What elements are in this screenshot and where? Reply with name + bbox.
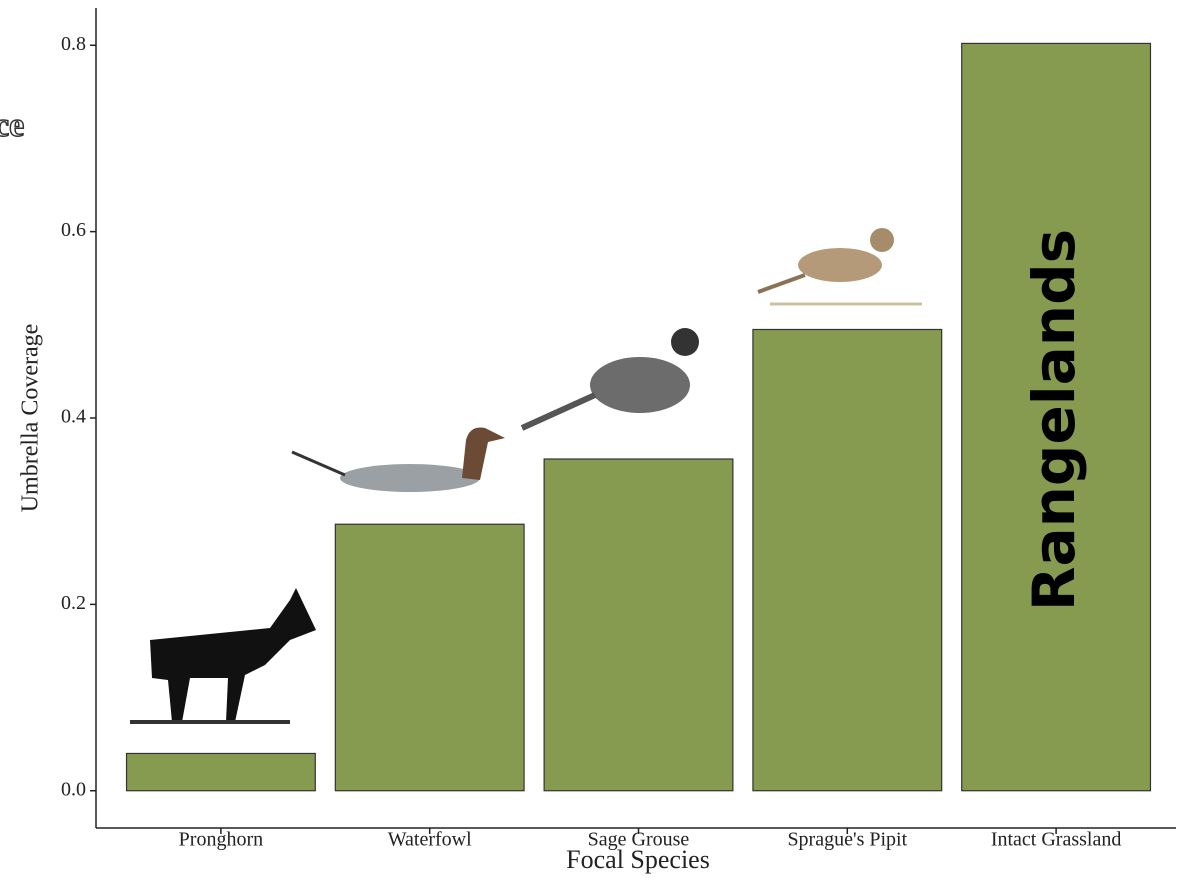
x-tick-label: Waterfowl — [388, 829, 472, 851]
y-tick-label: 0.6 — [61, 219, 86, 241]
x-tick-label: Pronghorn — [179, 829, 263, 851]
page: {"chart_data": {"type": "bar", "x_label"… — [0, 0, 1182, 878]
bar — [127, 753, 316, 790]
bar — [753, 329, 942, 790]
y-tick-label: 0.4 — [61, 406, 86, 428]
bar — [335, 524, 524, 791]
y-tick-label: 0.0 — [61, 778, 86, 800]
bar — [544, 459, 733, 791]
x-tick-label: Sage Grouse — [588, 829, 690, 851]
y-tick-label: 0.2 — [61, 592, 86, 614]
bar-annotation: Rangelands — [1020, 229, 1088, 611]
waterfowl-illustration — [292, 428, 505, 493]
chart: Umbrella Coverage Focal Species ce Range… — [0, 0, 1182, 878]
sage-grouse-illustration — [522, 328, 699, 428]
x-tick-label: Sprague's Pipit — [787, 829, 907, 851]
pipit-illustration — [758, 228, 922, 304]
y-tick-label: 0.8 — [61, 33, 86, 55]
bars — [127, 43, 1151, 790]
y-axis-title: Umbrella Coverage — [18, 324, 44, 513]
pronghorn-illustration — [130, 588, 316, 722]
x-tick-label: Intact Grassland — [991, 829, 1122, 851]
cropped-annotation: ce — [0, 107, 24, 144]
